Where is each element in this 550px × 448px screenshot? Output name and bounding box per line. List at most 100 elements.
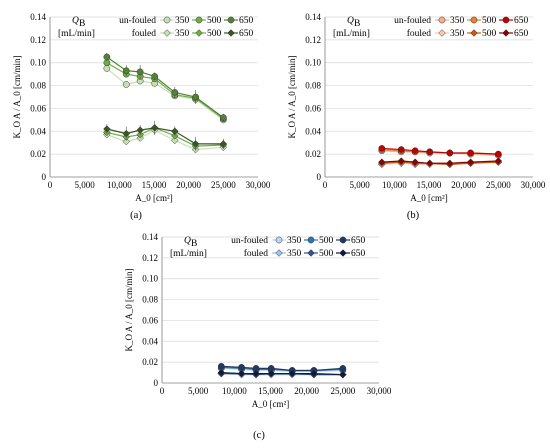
data-point — [339, 370, 347, 379]
data-point — [151, 73, 159, 80]
y-tick-label: 0.12 — [142, 253, 158, 263]
legend-marker — [163, 16, 171, 24]
legend-marker — [339, 236, 347, 244]
legend-marker — [502, 29, 510, 37]
chart-panel-c: 0 0.02 0.04 0.06 0.08 0.10 0.12 0.14 0 5,000 10,00… — [124, 232, 392, 441]
y-axis-label: K_O A / A_0 [cm/min] — [124, 268, 134, 351]
data-point — [171, 89, 179, 96]
legend-flow-label: 650 — [239, 29, 254, 39]
x-axis-label: A_0 [cm²] — [252, 399, 289, 409]
data-point — [217, 362, 225, 370]
x-tick-label: 30,000 — [246, 180, 271, 190]
data-point — [339, 365, 347, 372]
legend-flow-label: 500 — [319, 236, 334, 246]
y-tick-label: 0.06 — [142, 315, 158, 325]
legend-marker — [438, 16, 446, 24]
x-tick-label: 20,000 — [176, 180, 201, 190]
data-point — [494, 157, 503, 165]
data-point — [397, 146, 405, 153]
data-point — [252, 369, 260, 378]
legend-row-label: fouled — [244, 248, 269, 259]
legend-title-subscript: B — [79, 19, 85, 29]
data-point — [267, 369, 275, 378]
legend-marker — [339, 249, 347, 257]
legend-flow-label: 650 — [514, 16, 529, 26]
chart-panel-a: 0 0.02 0.04 0.06 0.08 0.10 0.12 0.14 0 5,000 10,00… — [12, 12, 271, 221]
data-point — [122, 81, 130, 88]
y-tick-label: 0.08 — [305, 81, 321, 91]
legend-flow-label: 650 — [514, 29, 529, 39]
x-tick-label: 5,000 — [75, 180, 96, 190]
panel-label: (c) — [253, 430, 265, 441]
legend-row-label: un-fouled — [394, 15, 431, 26]
legend-flow-label: 350 — [287, 249, 302, 259]
legend-marker — [275, 249, 283, 257]
legend-row-label: un-fouled — [231, 235, 268, 246]
data-point — [217, 368, 226, 377]
y-tick-label: 0.06 — [30, 103, 46, 113]
chart-panel-b: 0 0.02 0.04 0.06 0.08 0.10 0.12 0.14 0 5,000 10,00… — [287, 12, 546, 221]
y-tick-label: 0 — [154, 378, 159, 388]
legend-flow-label: 500 — [207, 16, 222, 26]
y-tick-label: 0.02 — [142, 357, 158, 367]
legend-row-label: fouled — [132, 28, 157, 39]
x-tick-label: 15,000 — [417, 180, 442, 190]
legend-flow-label: 650 — [239, 16, 254, 26]
legend-marker — [438, 29, 446, 37]
legend-flow-label: 350 — [175, 29, 190, 39]
data-point — [378, 145, 386, 152]
x-tick-label: 0 — [48, 180, 53, 190]
legend-flow-label: 350 — [287, 236, 302, 246]
data-point — [446, 159, 454, 168]
legend-flow-label: 500 — [482, 16, 497, 26]
x-axis-label: A_0 [cm²] — [410, 193, 447, 203]
y-tick-label: 0.12 — [30, 35, 46, 45]
legend-title-subscript: B — [354, 19, 360, 29]
data-point — [411, 158, 419, 166]
x-tick-label: 25,000 — [486, 180, 511, 190]
x-tick-label: 20,000 — [451, 180, 476, 190]
x-tick-label: 15,000 — [258, 386, 283, 396]
legend-marker — [195, 16, 203, 24]
y-tick-label: 0.14 — [305, 12, 321, 22]
data-point — [494, 150, 502, 158]
legend-flow-label: 350 — [450, 29, 465, 39]
legend-title: Q — [184, 236, 191, 246]
panel-label: (b) — [407, 210, 420, 221]
x-tick-label: 20,000 — [294, 386, 319, 396]
y-axis-label: K_O A / A_0 [cm/min] — [287, 55, 297, 138]
legend-marker — [470, 29, 478, 37]
legend-unit: [mL/min] — [58, 29, 95, 39]
legend-flow-label: 500 — [207, 29, 222, 39]
panel-label: (a) — [130, 210, 142, 221]
x-tick-label: 5,000 — [188, 386, 209, 396]
y-tick-label: 0.04 — [305, 126, 321, 136]
legend-title: Q — [72, 16, 79, 26]
x-tick-label: 30,000 — [521, 180, 546, 190]
data-point — [425, 159, 434, 168]
y-tick-label: 0 — [317, 172, 322, 182]
legend-marker — [275, 236, 283, 244]
data-point — [237, 369, 246, 378]
x-tick-label: 0 — [160, 386, 165, 396]
x-tick-label: 10,000 — [382, 180, 407, 190]
legend-marker — [227, 16, 235, 24]
y-axis-label: K_O A / A_0 [cm/min] — [12, 55, 22, 138]
y-tick-label: 0.12 — [305, 35, 321, 45]
legend-flow-label: 500 — [319, 249, 334, 259]
y-tick-label: 0.08 — [142, 295, 158, 305]
x-tick-label: 25,000 — [330, 386, 355, 396]
x-tick-label: 30,000 — [367, 386, 392, 396]
y-tick-label: 0.06 — [305, 103, 321, 113]
data-point — [122, 129, 131, 138]
legend-marker — [195, 29, 203, 37]
legend-row-label: fouled — [407, 28, 432, 39]
data-point — [122, 67, 130, 75]
y-tick-label: 0.04 — [142, 336, 158, 346]
data-point — [219, 140, 228, 148]
y-tick-label: 0.02 — [30, 149, 46, 159]
data-point — [191, 140, 200, 148]
legend-marker — [307, 249, 315, 257]
data-point — [192, 93, 199, 101]
